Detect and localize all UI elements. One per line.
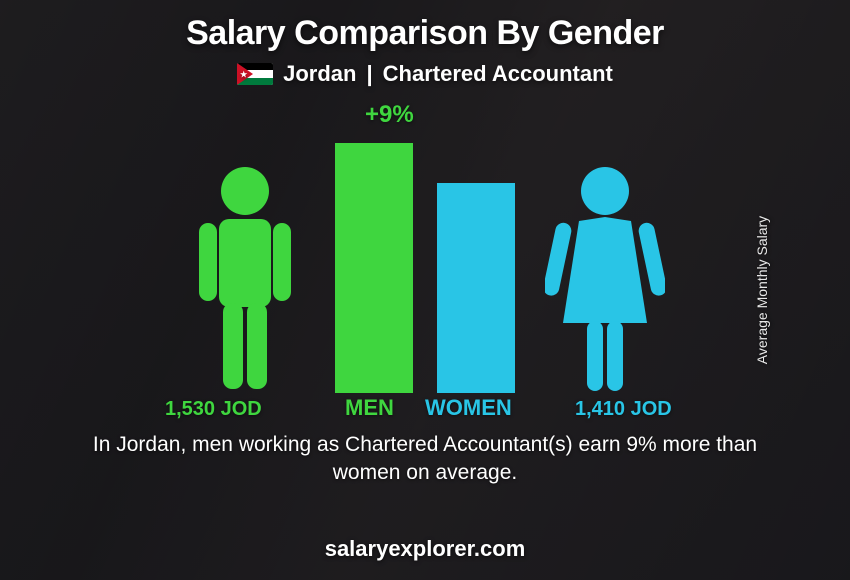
page-title: Salary Comparison By Gender <box>0 0 850 53</box>
women-label: WOMEN <box>425 395 512 421</box>
men-salary: 1,530 JOD <box>165 398 262 421</box>
pct-diff-label: +9% <box>365 101 414 129</box>
jordan-flag-icon: ★ <box>237 63 273 85</box>
men-bar <box>335 143 413 393</box>
chart-area: +9% 1,530 JOD MEN WOMEN 1,410 JOD <box>105 105 745 425</box>
subtitle-row: ★ Jordan | Chartered Accountant <box>0 61 850 87</box>
subtitle-role: Chartered Accountant <box>383 61 613 87</box>
description-text: In Jordan, men working as Chartered Acco… <box>65 431 785 488</box>
subtitle-separator: | <box>366 61 372 87</box>
y-axis-label: Average Monthly Salary <box>754 216 770 364</box>
male-icon <box>185 163 305 393</box>
women-bar <box>437 183 515 393</box>
women-salary: 1,410 JOD <box>575 398 672 421</box>
subtitle-country: Jordan <box>283 61 356 87</box>
female-icon <box>545 163 665 393</box>
men-label: MEN <box>345 395 394 421</box>
footer-credit: salaryexplorer.com <box>0 536 850 562</box>
